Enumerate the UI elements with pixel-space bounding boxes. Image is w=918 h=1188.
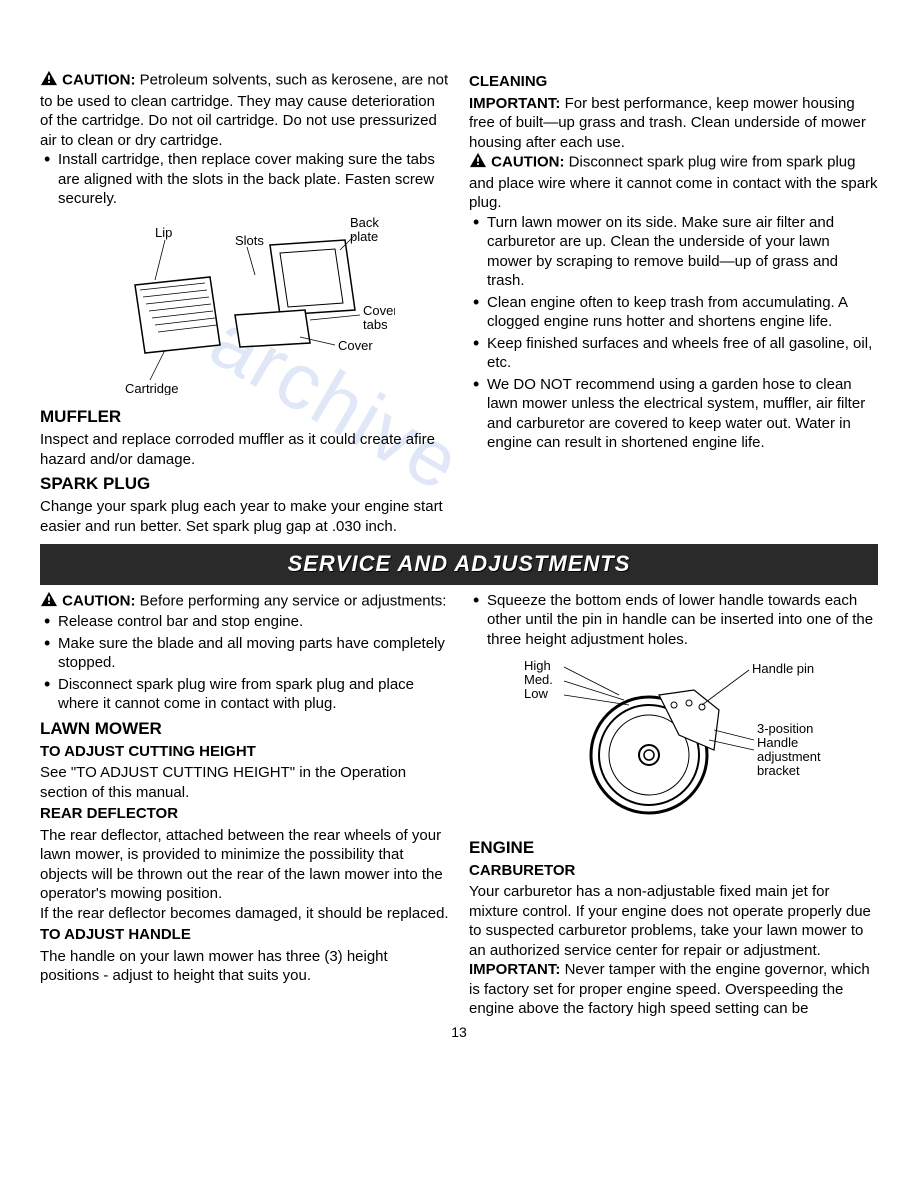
carb-text: Your carburetor has a non-adjustable fix… (469, 882, 878, 960)
left-col-bottom: CAUTION: Before performing any service o… (40, 591, 449, 1019)
caution-label: CAUTION: (62, 72, 135, 89)
handle-heading: TO ADJUST HANDLE (40, 925, 449, 945)
spark-heading: SPARK PLUG (40, 473, 449, 495)
rear-text-1: The rear deflector, attached between the… (40, 826, 449, 904)
right-col-bottom: Squeeze the bottom ends of lower handle … (469, 591, 878, 1019)
fig-label-pin: Handle pin (752, 661, 814, 676)
cartridge-figure: Lip Slots Backplate Covertabs Cover Cart… (40, 215, 449, 401)
cleaning-heading: CLEANING (469, 72, 878, 92)
bottom-columns: CAUTION: Before performing any service o… (40, 591, 878, 1019)
important-label: IMPORTANT: (469, 95, 560, 112)
install-item: Install cartridge, then replace cover ma… (40, 150, 449, 209)
top-columns: CAUTION: Petroleum solvents, such as ker… (40, 70, 878, 536)
fig-label-high: High (524, 658, 551, 673)
list-item: Disconnect spark plug wire from spark pl… (40, 675, 449, 714)
fig-label-lip: Lip (155, 225, 172, 240)
spark-text: Change your spark plug each year to make… (40, 497, 449, 536)
list-item: Keep finished surfaces and wheels free o… (469, 334, 878, 373)
cleaning-caution: CAUTION: Disconnect spark plug wire from… (469, 152, 878, 213)
left-col-top: CAUTION: Petroleum solvents, such as ker… (40, 70, 449, 536)
warning-icon (40, 591, 58, 613)
fig-label-low: Low (524, 686, 548, 701)
install-list: Install cartridge, then replace cover ma… (40, 150, 449, 209)
service-list: Release control bar and stop engine. Mak… (40, 612, 449, 714)
fig-label-covertabs: Covertabs (363, 303, 395, 332)
list-item: We DO NOT recommend using a garden hose … (469, 375, 878, 453)
list-item: Clean engine often to keep trash from ac… (469, 293, 878, 332)
service-caution: CAUTION: Before performing any service o… (40, 591, 449, 613)
adjust-text: See "TO ADJUST CUTTING HEIGHT" in the Op… (40, 763, 449, 802)
caution-text: Before performing any service or adjustm… (140, 593, 447, 610)
handle-text: The handle on your lawn mower has three … (40, 947, 449, 986)
squeeze-list: Squeeze the bottom ends of lower handle … (469, 591, 878, 650)
important-label: IMPORTANT: (469, 961, 560, 978)
list-item: Release control bar and stop engine. (40, 612, 449, 632)
fig-label-cover: Cover (338, 338, 373, 353)
fig-label-bracket: 3-positionHandleadjustmentbracket (757, 721, 821, 778)
list-item: Make sure the blade and all moving parts… (40, 634, 449, 673)
warning-icon (40, 70, 58, 92)
rear-text-2: If the rear deflector becomes damaged, i… (40, 904, 449, 924)
engine-important: IMPORTANT: Never tamper with the engine … (469, 960, 878, 1019)
wheel-figure: High Med. Low Handle pin 3-positionHandl… (469, 655, 878, 831)
muffler-text: Inspect and replace corroded muffler as … (40, 430, 449, 469)
list-item: Turn lawn mower on its side. Make sure a… (469, 213, 878, 291)
cleaning-important: IMPORTANT: For best performance, keep mo… (469, 94, 878, 153)
right-col-top: CLEANING IMPORTANT: For best performance… (469, 70, 878, 536)
carb-heading: CARBURETOR (469, 861, 878, 881)
caution-label: CAUTION: (491, 154, 564, 171)
section-banner: SERVICE AND ADJUSTMENTS (40, 544, 878, 585)
rear-heading: REAR DEFLECTOR (40, 804, 449, 824)
fig-label-slots: Slots (235, 233, 264, 248)
fig-label-cartridge: Cartridge (125, 381, 178, 395)
squeeze-item: Squeeze the bottom ends of lower handle … (469, 591, 878, 650)
muffler-heading: MUFFLER (40, 406, 449, 428)
fig-label-med: Med. (524, 672, 553, 687)
fig-label-backplate: Backplate (350, 215, 379, 244)
caution-label: CAUTION: (62, 593, 135, 610)
cleaning-list: Turn lawn mower on its side. Make sure a… (469, 213, 878, 453)
engine-heading: ENGINE (469, 837, 878, 859)
adjust-heading: TO ADJUST CUTTING HEIGHT (40, 742, 449, 762)
page-number: 13 (40, 1023, 878, 1041)
warning-icon (469, 152, 487, 174)
lawn-heading: LAWN MOWER (40, 718, 449, 740)
caution-petroleum: CAUTION: Petroleum solvents, such as ker… (40, 70, 449, 150)
